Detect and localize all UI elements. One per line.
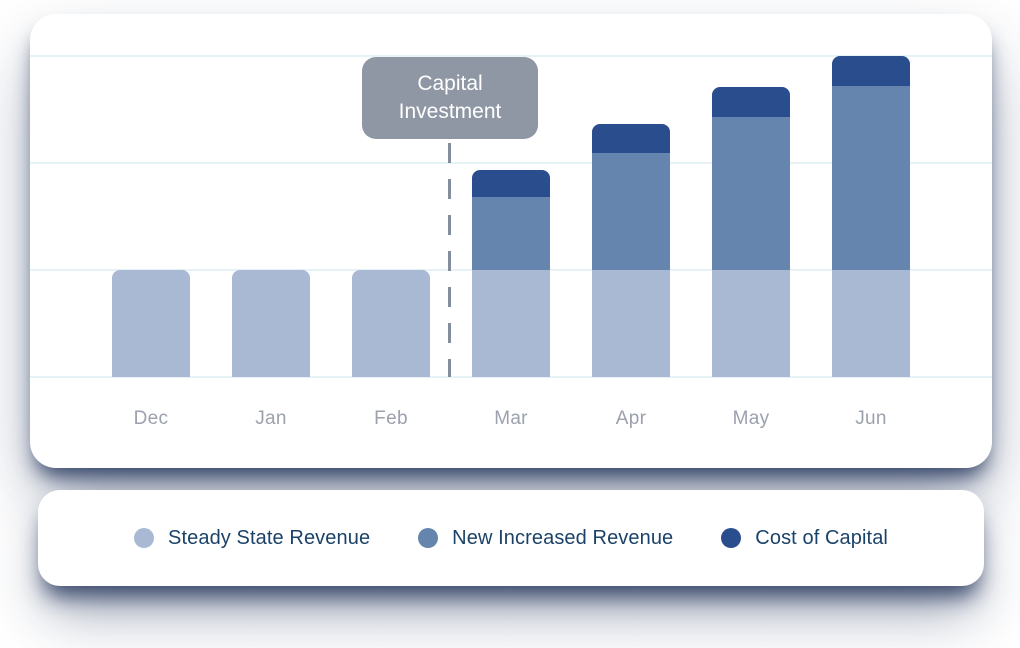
bar-apr-segment-cost-of-capital [592, 123, 670, 153]
x-tick-jun: Jun [855, 408, 887, 429]
gridline-300 [30, 55, 992, 58]
x-tick-apr: Apr [615, 408, 647, 429]
legend-swatch-new-increased-revenue-icon [418, 528, 439, 548]
bar-mar-segment-new-increased-revenue [472, 197, 550, 271]
legend-swatch-cost-of-capital-icon [721, 528, 742, 548]
legend-card: Steady State Revenue New Increased Revenu… [38, 490, 984, 586]
bar-jun [832, 56, 910, 377]
legend-label-cost-of-capital: Cost of Capital [755, 526, 888, 549]
bar-jan-segment-steady-state-revenue [232, 270, 310, 377]
x-tick-may: May [732, 408, 770, 429]
bar-apr-segment-new-increased-revenue [592, 152, 670, 271]
bar-group [30, 35, 992, 377]
bar-mar-segment-cost-of-capital [472, 169, 550, 198]
bar-jun-segment-new-increased-revenue [832, 86, 910, 271]
x-axis-labels: Dec Jan Feb Mar Apr May Jun [30, 408, 992, 430]
bar-apr-segment-steady-state-revenue [592, 270, 670, 377]
bar-may-segment-new-increased-revenue [712, 117, 790, 271]
bar-dec [112, 270, 190, 377]
legend-item-cost-of-capital: Cost of Capital [721, 527, 888, 550]
legend-label-new-increased-revenue: New Increased Revenue [452, 526, 674, 549]
bar-mar-segment-steady-state-revenue [472, 270, 550, 377]
investment-divider-dashed-line [448, 143, 451, 377]
bar-dec-segment-steady-state-revenue [112, 270, 190, 377]
gridline-0 [30, 376, 992, 378]
bar-feb-segment-steady-state-revenue [352, 270, 430, 377]
legend-label-steady-state-revenue: Steady State Revenue [168, 526, 371, 549]
bar-may-segment-cost-of-capital [712, 87, 790, 118]
gridline-200 [30, 162, 992, 165]
bar-feb [352, 270, 430, 377]
bar-jun-segment-steady-state-revenue [832, 270, 910, 377]
capital-investment-callout: Capital Investment [362, 57, 538, 139]
bar-jun-segment-cost-of-capital [832, 56, 910, 87]
x-tick-mar: Mar [494, 408, 528, 429]
x-tick-jan: Jan [255, 408, 287, 429]
bar-may-segment-steady-state-revenue [712, 270, 790, 377]
x-tick-feb: Feb [374, 408, 408, 429]
bar-jan [232, 270, 310, 377]
capital-investment-label: Capital Investment [398, 72, 502, 123]
legend-item-new-increased-revenue: New Increased Revenue [418, 527, 673, 550]
chart-card: Dec Jan Feb Mar Apr May Jun Capital Investment [30, 14, 992, 468]
legend-swatch-steady-state-revenue-icon [134, 528, 155, 548]
legend-item-steady-state-revenue: Steady State Revenue [134, 527, 370, 550]
bar-may [712, 87, 790, 377]
chart-legend: Steady State Revenue New Increased Revenu… [134, 527, 888, 550]
bar-apr [592, 123, 670, 377]
bar-mar [472, 169, 550, 377]
x-tick-dec: Dec [133, 408, 169, 429]
